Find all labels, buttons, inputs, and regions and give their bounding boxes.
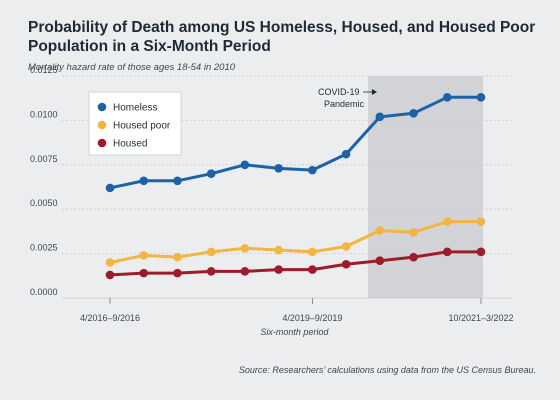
y-tick-label: 0.0025 — [30, 243, 58, 253]
data-point-housed-poor — [206, 247, 216, 257]
annotation-line-2: Pandemic — [324, 99, 365, 109]
legend-marker-housed-poor — [97, 120, 107, 130]
shaded-region — [368, 76, 484, 298]
legend-label-homeless: Homeless — [113, 103, 157, 114]
x-tick-label: 4/2019–9/2019 — [282, 313, 342, 323]
series-line-homeless — [109, 95, 481, 190]
series-line-housed-poor — [109, 220, 481, 264]
data-point-housed — [206, 267, 216, 276]
data-point-homeless — [206, 169, 216, 178]
data-point-housed-poor — [274, 245, 283, 255]
y-tick-label: 0.0075 — [30, 154, 58, 164]
data-point-housed — [308, 265, 317, 274]
data-point-homeless — [274, 164, 283, 173]
series-line-housed — [109, 250, 481, 277]
x-tick-label: 4/2016–9/2016 — [80, 313, 140, 323]
chart-subtitle: Mortality hazard rate of those ages 18-5… — [28, 62, 236, 73]
data-point-housed-poor — [375, 226, 385, 235]
annotation-arrow-head — [372, 89, 378, 95]
data-point-homeless — [240, 160, 250, 170]
data-point-homeless — [341, 149, 351, 159]
data-point-homeless — [173, 176, 182, 186]
data-point-housed — [341, 259, 351, 269]
data-point-housed — [139, 268, 149, 278]
chart-title: Probability of Death among US Homeless, … — [28, 19, 536, 55]
data-point-homeless — [139, 176, 149, 186]
data-point-housed-poor — [476, 217, 486, 226]
y-tick-label: 0.0000 — [30, 287, 58, 297]
data-point-housed — [476, 247, 486, 257]
x-axis-label: Six-month period — [260, 327, 329, 337]
data-point-homeless — [442, 93, 452, 102]
data-point-housed — [442, 247, 452, 257]
data-point-housed — [105, 270, 115, 280]
legend-label-housed: Housed — [113, 139, 147, 150]
data-point-housed — [375, 256, 385, 266]
x-tick-label: 10/2021–3/2022 — [448, 313, 513, 323]
legend-label-housed-poor: Housed poor — [113, 121, 171, 132]
data-point-housed-poor — [240, 243, 250, 253]
data-point-housed-poor — [173, 252, 182, 262]
data-point-housed — [240, 267, 250, 276]
data-point-housed-poor — [105, 258, 115, 267]
data-point-housed — [173, 268, 182, 278]
annotation-line-1: COVID-19 — [318, 87, 360, 97]
data-point-housed-poor — [139, 251, 149, 260]
data-point-homeless — [476, 93, 486, 102]
data-point-homeless — [105, 183, 115, 193]
data-point-housed-poor — [308, 247, 317, 257]
data-point-homeless — [375, 112, 385, 122]
data-point-housed — [274, 265, 283, 274]
data-point-homeless — [409, 108, 418, 118]
y-tick-label: 0.0125 — [30, 65, 58, 75]
legend-marker-homeless — [97, 102, 107, 112]
data-point-housed-poor — [409, 227, 418, 237]
legend-marker-housed — [97, 138, 107, 148]
data-point-homeless — [308, 165, 317, 175]
data-point-housed-poor — [341, 242, 351, 251]
data-point-housed — [409, 252, 418, 262]
y-tick-label: 0.0050 — [30, 198, 58, 208]
y-tick-label: 0.0100 — [30, 109, 58, 119]
source-note: Source: Researchers’ calculations using … — [238, 365, 536, 375]
data-point-housed-poor — [442, 217, 452, 226]
